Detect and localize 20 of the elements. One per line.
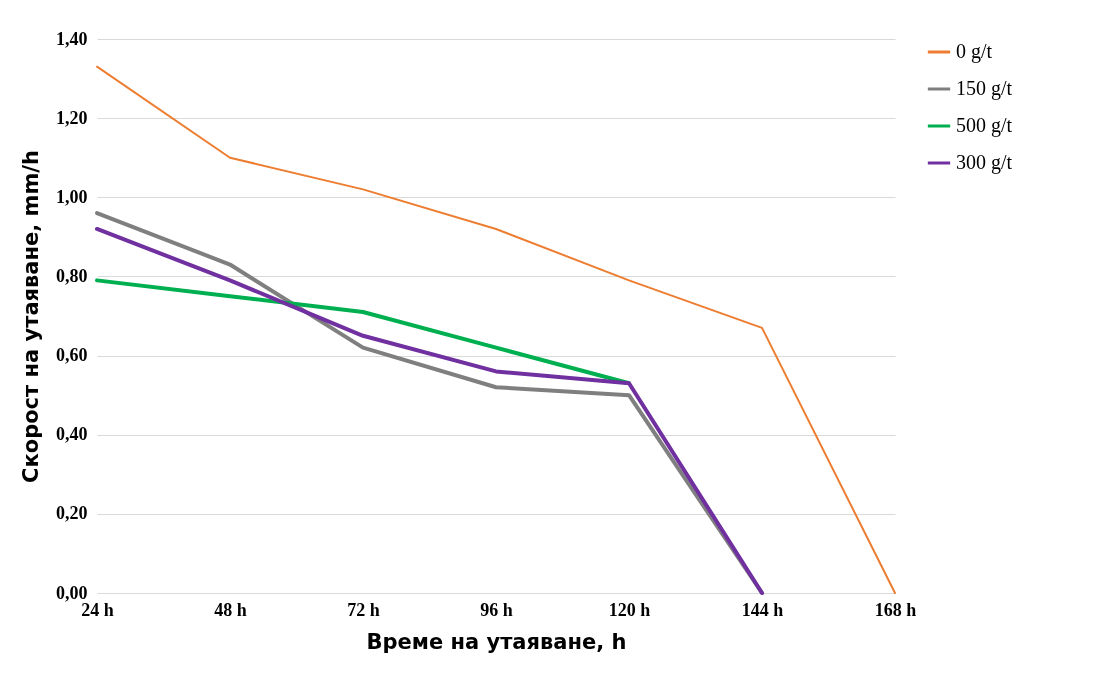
x-tick-label: 72 h — [347, 599, 380, 620]
y-tick-label: 1,20 — [56, 107, 88, 128]
legend-label: 300 g/t — [956, 151, 1013, 174]
line-series — [96, 65, 896, 594]
x-tick-label: 48 h — [214, 599, 247, 620]
y-tick-label: 0,40 — [56, 424, 88, 445]
legend-label: 0 g/t — [956, 40, 993, 63]
y-tick-label: 0,20 — [56, 503, 88, 524]
x-tick-label: 96 h — [480, 599, 513, 620]
x-tick-label: 168 h — [874, 599, 917, 620]
legend-label: 150 g/t — [956, 77, 1013, 100]
y-tick-label: 0,80 — [56, 265, 88, 286]
y-tick-label: 1,00 — [56, 186, 88, 207]
y-tick-label: 0,60 — [56, 345, 88, 366]
y-tick-label: 1,40 — [56, 28, 88, 49]
x-tick-label: 120 h — [608, 599, 651, 620]
legend-label: 500 g/t — [956, 114, 1013, 137]
x-axis-title: Време на утаяване, h — [366, 629, 627, 654]
x-tick-label: 144 h — [741, 599, 784, 620]
y-axis-title: Скорост на утаяване, mm/h — [19, 150, 43, 483]
